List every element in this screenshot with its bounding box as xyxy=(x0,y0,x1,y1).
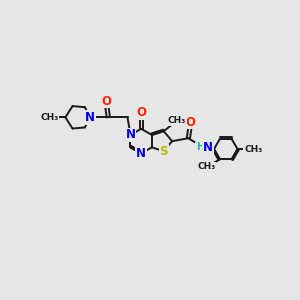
Text: O: O xyxy=(101,94,111,108)
Text: N: N xyxy=(125,128,136,142)
Text: O: O xyxy=(186,116,196,128)
Text: N: N xyxy=(203,141,213,154)
Text: N: N xyxy=(136,147,146,160)
Text: S: S xyxy=(159,145,168,158)
Text: CH₃: CH₃ xyxy=(197,162,216,171)
Text: CH₃: CH₃ xyxy=(244,145,262,154)
Text: N: N xyxy=(85,111,95,124)
Text: CH₃: CH₃ xyxy=(168,116,186,125)
Text: O: O xyxy=(136,106,146,119)
Text: H: H xyxy=(196,142,204,152)
Text: CH₃: CH₃ xyxy=(40,113,58,122)
